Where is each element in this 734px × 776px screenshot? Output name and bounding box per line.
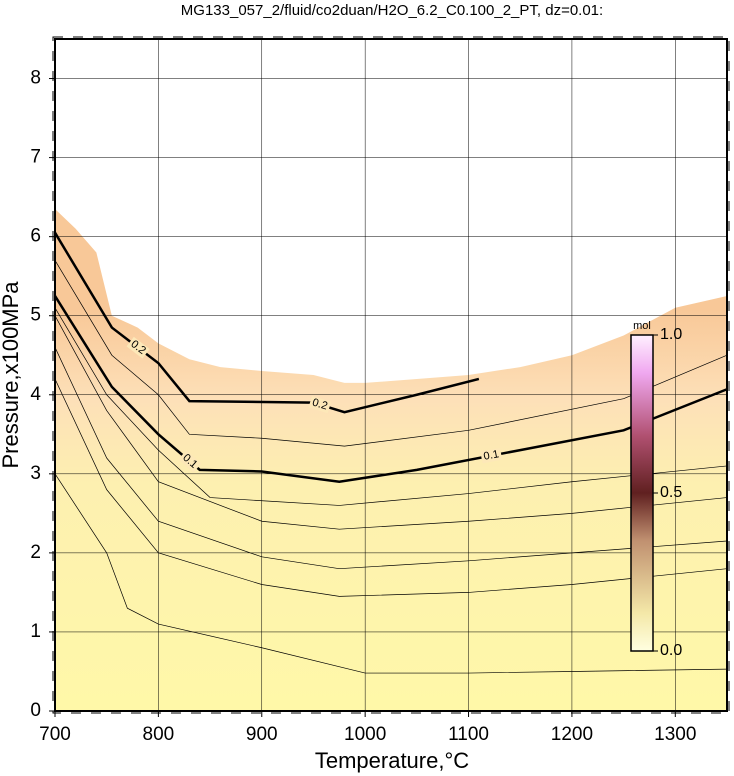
x-tick-label: 700 xyxy=(39,724,71,745)
y-tick-label: 8 xyxy=(30,68,41,89)
y-tick-label: 4 xyxy=(30,384,41,405)
contour-line xyxy=(54,378,728,597)
plot-frame-outer xyxy=(52,36,730,714)
colorbar xyxy=(630,334,654,652)
y-tick-label: 6 xyxy=(30,226,41,247)
contour-label-bg xyxy=(126,336,150,359)
y-tick-label: 5 xyxy=(30,305,41,326)
colorbar-label: mol xyxy=(633,320,651,332)
colorbar-tick-label: 1.0 xyxy=(660,326,682,343)
contour-label-bg xyxy=(178,450,202,473)
x-tick-label: 1200 xyxy=(551,724,593,745)
x-tick-label: 800 xyxy=(143,724,175,745)
x-tick-label: 1100 xyxy=(448,724,489,745)
contour-line xyxy=(54,260,728,447)
contour-label: 0.1 xyxy=(483,448,500,463)
y-tick-label: 2 xyxy=(30,542,41,563)
contour-line xyxy=(54,315,728,530)
plot-frame xyxy=(54,38,728,712)
contour-line xyxy=(54,473,728,674)
contour-label-bg xyxy=(308,395,332,414)
contour-line xyxy=(54,347,728,570)
x-tick-label: 1300 xyxy=(654,724,696,745)
contour-line xyxy=(53,295,728,483)
y-axis-label: Pressure,x100MPa xyxy=(0,281,23,469)
stability-field xyxy=(55,208,727,711)
x-tick-label: 900 xyxy=(246,724,278,745)
contour-line xyxy=(53,232,480,414)
x-tick-label: 1000 xyxy=(344,724,386,745)
colorbar-tick-label: 0.5 xyxy=(660,484,682,501)
y-tick-label: 7 xyxy=(30,147,41,168)
contour-label-bg xyxy=(480,447,503,464)
y-tick-label: 0 xyxy=(30,700,41,721)
y-tick-label: 3 xyxy=(30,463,41,484)
contour-label: 0.2 xyxy=(311,397,329,413)
colorbar-tick-label: 0.0 xyxy=(660,642,682,659)
chart-title: MG133_057_2/fluid/co2duan/H2O_6.2_C0.100… xyxy=(181,2,603,19)
x-axis-label: Temperature,°C xyxy=(315,748,469,773)
contour-line xyxy=(54,307,728,506)
y-tick-label: 1 xyxy=(30,621,41,642)
